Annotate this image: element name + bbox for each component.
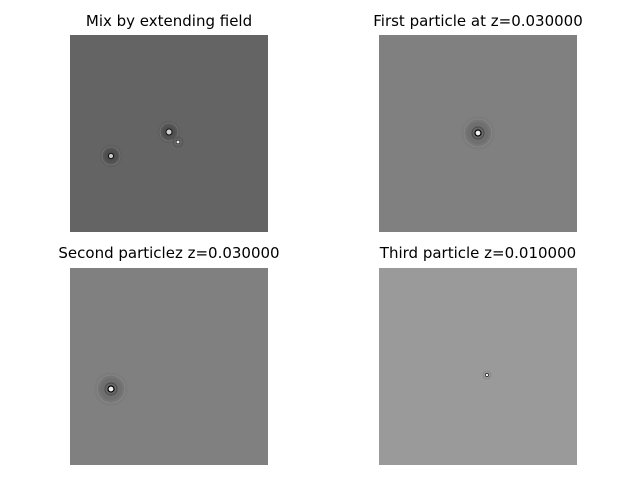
particle-rings-third [482,370,492,380]
hologram-image-third-particle [379,268,577,465]
particle-rings-first [460,115,496,151]
panel-title-mix: Mix by extending field [85,12,253,30]
hologram-image-mix [70,35,268,232]
hologram-image-second-particle [70,268,268,465]
particle-rings-mix [99,120,184,168]
hologram-image-first-particle [379,35,577,232]
panel-title-second-particle: Second particlez z=0.030000 [58,244,280,262]
panel-title-first-particle: First particle at z=0.030000 [373,12,583,30]
panel-title-third-particle: Third particle z=0.010000 [379,244,577,262]
particle-rings-second [93,371,129,407]
